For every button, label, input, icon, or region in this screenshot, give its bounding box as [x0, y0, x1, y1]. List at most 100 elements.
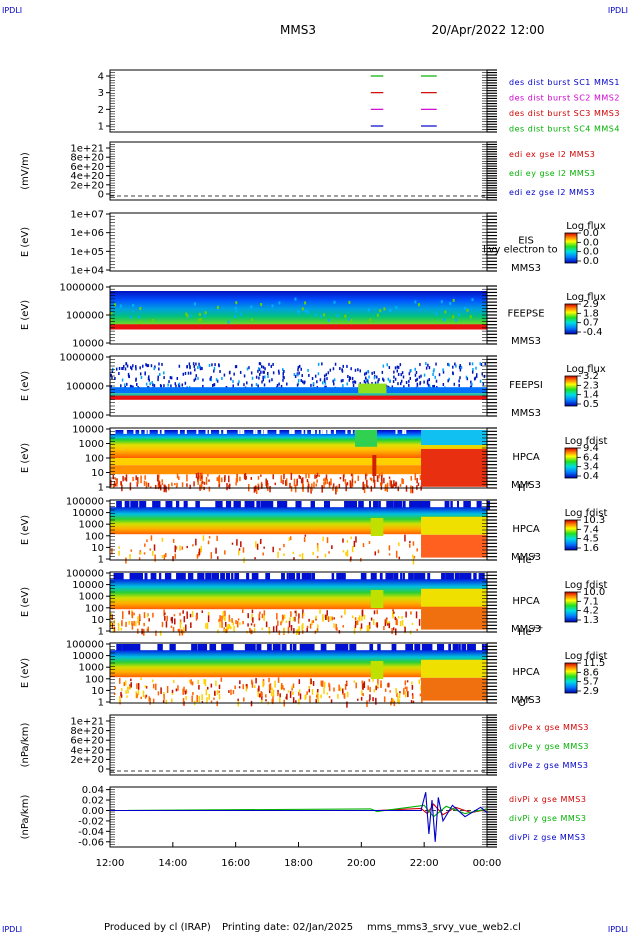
spectrogram-pixel: [213, 690, 216, 696]
spectrogram-pixel: [179, 619, 182, 624]
spectrogram-pixel: [322, 536, 324, 542]
spectrogram-pixel: [172, 556, 174, 562]
colorbar: [564, 232, 578, 264]
spectrogram-pixel: [185, 312, 188, 316]
spectrogram-pixel: [263, 383, 266, 387]
spectrogram-gap: [324, 430, 327, 434]
spectrogram-pixel: [214, 363, 216, 367]
spectrogram-pixel: [165, 699, 168, 705]
spectrogram-pixel: [258, 376, 260, 380]
spectrogram-pixel: [333, 300, 336, 304]
spectrogram-pixel: [192, 692, 194, 696]
legend-entry: des dist burst SC2 MMS2: [509, 94, 620, 103]
spectrogram-pixel: [308, 473, 310, 479]
spectrogram-pixel: [395, 306, 398, 310]
spectrogram-pixel: [401, 478, 403, 484]
spectrogram-pixel: [182, 372, 185, 376]
spectrogram-pixel: [192, 544, 194, 547]
spectrogram-pixel: [302, 609, 304, 616]
spectrogram-pixel: [336, 485, 338, 492]
spectrogram-pixel: [412, 541, 415, 546]
spectrogram-pixel: [288, 537, 291, 542]
spectrogram-pixel: [121, 620, 123, 625]
spectrogram-pixel: [218, 690, 220, 694]
y-tick-label: 2e+20: [70, 180, 104, 191]
spectrogram-pixel: [260, 474, 262, 477]
y-tick-label: 4: [98, 72, 104, 83]
plot-frame: [109, 499, 488, 561]
spectrogram-pixel: [272, 474, 274, 480]
spectrogram-pixel: [260, 538, 262, 544]
spectrogram-pixel: [283, 473, 285, 480]
spectrogram-pixel: [173, 679, 175, 684]
spectrogram-pixel: [466, 377, 469, 381]
spectrogram-pixel: [169, 644, 176, 653]
spectrogram-pixel: [399, 483, 402, 487]
spectrogram-pixel: [233, 372, 235, 376]
spectrogram-pixel: [230, 644, 234, 653]
spectrogram-pixel: [186, 483, 188, 487]
spectrogram-pixel: [360, 573, 367, 582]
spectrogram-pixel: [121, 366, 123, 370]
spectrogram-pixel: [257, 367, 260, 371]
species-name: He: [518, 555, 532, 566]
instrument-label: HPCA: [512, 667, 540, 678]
spectrogram-pixel: [237, 382, 239, 386]
colorbar-title: Log fdist: [565, 651, 608, 662]
spectrogram-pixel: [350, 473, 353, 477]
y-tick-label: 1000000: [59, 283, 104, 294]
y-tick-label: 0.04: [82, 785, 104, 796]
spectrogram-pixel: [336, 627, 338, 631]
spectrogram-pixel: [423, 380, 425, 384]
y-axis-label: (nPa/km): [20, 723, 31, 768]
spectrogram-pixel: [343, 693, 346, 699]
spectrogram-pixel: [170, 617, 173, 622]
spectrogram-pixel: [301, 553, 304, 560]
colorbar-tick-label: 11.5: [583, 658, 605, 669]
spectrogram-pixel: [234, 315, 237, 319]
spectrogram-pixel: [373, 619, 375, 625]
spectrogram-pixel: [383, 626, 385, 631]
spectrogram-pixel: [292, 644, 295, 653]
spectrogram-pixel: [422, 501, 425, 510]
y-tick-label: 10000: [72, 508, 104, 519]
spectrogram-pixel: [296, 573, 301, 582]
spectrogram-patch: [421, 606, 487, 630]
colorbar-tick-label: 1.3: [583, 615, 599, 626]
spectrogram-pixel: [379, 482, 382, 486]
spectrogram-pixel: [209, 377, 211, 381]
spectrogram-pixel: [455, 364, 457, 368]
spectrogram-pixel: [218, 474, 221, 482]
spectrogram-pixel: [181, 630, 184, 636]
spectrogram-pixel: [132, 364, 134, 368]
spectrogram-pixel: [195, 362, 197, 366]
spectrogram-pixel: [346, 540, 349, 543]
spectrogram-pixel: [170, 376, 173, 380]
y-tick-label: 10000: [72, 339, 104, 350]
spectrogram-pixel: [132, 385, 134, 389]
spectrogram-pixel: [110, 621, 113, 627]
spectrogram-pixel: [268, 627, 271, 634]
spectrogram-pixel: [425, 362, 427, 366]
spectrogram-pixel: [135, 378, 137, 382]
spectrogram-pixel: [254, 557, 256, 560]
spectrogram-pixel: [311, 573, 315, 582]
spectrogram-pixel: [289, 644, 293, 653]
y-axis-label: (nPa/km): [20, 795, 31, 840]
spectrogram-pixel: [277, 501, 282, 510]
series-line-y: [109, 804, 488, 818]
spectrogram-pixel: [458, 379, 460, 383]
spectrogram-pixel: [150, 486, 152, 489]
spectrogram-pixel: [261, 627, 263, 631]
spectrogram-pixel: [354, 617, 357, 621]
spectrogram-pixel: [348, 300, 351, 304]
spectrogram-pixel: [458, 383, 460, 387]
spectrogram-pixel: [325, 385, 327, 389]
spectrogram-pixel: [282, 375, 285, 379]
spectrogram-pixel: [279, 693, 281, 698]
spectrogram-pixel: [271, 378, 273, 382]
spectrogram-pixel: [321, 362, 323, 366]
spectrogram-pixel: [467, 644, 472, 653]
spectrogram-pixel: [136, 477, 139, 484]
spectrogram-pixel: [298, 630, 300, 635]
